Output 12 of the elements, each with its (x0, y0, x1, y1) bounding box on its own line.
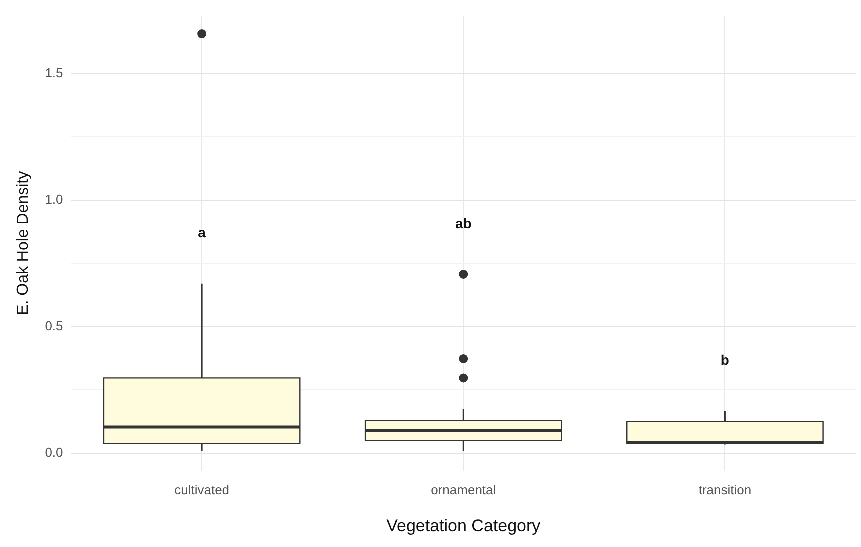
y-tick-label: 1.0 (45, 192, 64, 207)
x-tick-label: transition (698, 482, 752, 498)
x-tick-label: cultivated (174, 482, 230, 498)
annotation: ab (455, 215, 472, 232)
y-tick-label: 0.0 (45, 444, 64, 460)
y-tick-label: 1.5 (45, 66, 64, 81)
x-axis-title: Vegetation Category (386, 516, 542, 536)
y-axis-title: E. Oak Hole Density (15, 171, 32, 316)
annotation: a (198, 224, 206, 241)
annotation: b (720, 352, 730, 368)
x-tick-label: ornamental (431, 482, 496, 498)
y-tick-label: 0.5 (45, 318, 64, 334)
